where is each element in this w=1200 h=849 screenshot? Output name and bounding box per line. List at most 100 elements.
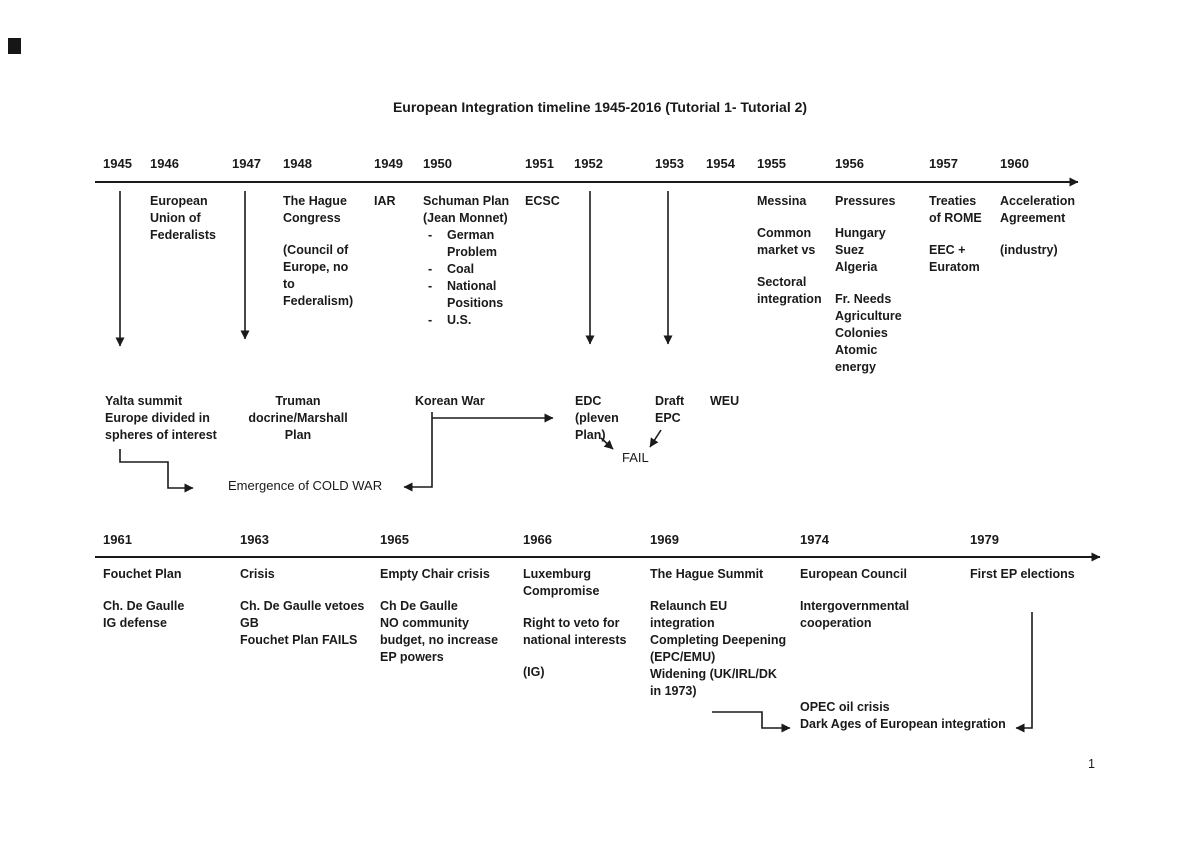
- event-fouchet-plan: Fouchet Plan Ch. De Gaulle IG defense: [103, 566, 184, 632]
- text-line: Draft: [655, 394, 685, 408]
- note-truman-marshall: Truman docrine/Marshall Plan: [246, 393, 350, 444]
- arrow-1969-to-darkages: [712, 711, 791, 733]
- note-emergence-cold-war: Emergence of COLD WAR: [228, 478, 383, 493]
- text-line: (Jean Monnet): [423, 211, 508, 225]
- event-european-council: European Council Intergovernmental coopera…: [800, 566, 909, 632]
- text-line: market vs: [757, 243, 816, 257]
- text-line: Pressures: [835, 194, 896, 208]
- text-line: Compromise: [523, 584, 600, 598]
- text-line: Ch. De Gaulle: [103, 599, 185, 613]
- tl1-year-1951: 1951: [525, 156, 554, 171]
- text-line: Common: [757, 226, 812, 240]
- tl1-year-1950: 1950: [423, 156, 452, 171]
- text-line: Agriculture: [835, 309, 902, 323]
- text-line: Plan): [575, 428, 606, 442]
- text-line: Union of: [150, 211, 201, 225]
- text-line: GB: [240, 616, 259, 630]
- text-line: Schuman Plan: [423, 194, 510, 208]
- note-edc-pleven-plan: EDC (pleven Plan): [575, 393, 619, 444]
- text-line: spheres of interest: [105, 428, 217, 442]
- tl1-year-1955: 1955: [757, 156, 786, 171]
- text-line: Intergovernmental: [800, 599, 910, 613]
- text-line: Dark Ages of European integration: [800, 717, 1006, 731]
- text-line: Messina: [757, 194, 807, 208]
- text-line: IAR: [374, 194, 396, 208]
- arrow-1979-to-darkages: [1015, 612, 1033, 733]
- list-dash: -: [428, 228, 433, 242]
- text-line: European: [150, 194, 208, 208]
- tl2-year-1966: 1966: [523, 532, 552, 547]
- text-line: EDC: [575, 394, 602, 408]
- arrow-epc-to-fail: [649, 429, 662, 448]
- text-line: Congress: [283, 211, 341, 225]
- note-yalta-summit: Yalta summit Europe divided in spheres of …: [105, 393, 217, 444]
- stray-mark: [8, 38, 21, 54]
- text-line: docrine/Marshall: [248, 411, 348, 425]
- text-line: Atomic: [835, 343, 878, 357]
- text-line: - National: [428, 279, 497, 293]
- event-hague-summit: The Hague Summit Relaunch EU integration Co…: [650, 566, 786, 700]
- text-line: (IG): [523, 665, 545, 679]
- note-weu: WEU: [710, 393, 739, 410]
- page-number: 1: [1088, 757, 1095, 771]
- text-line: Treaties: [929, 194, 977, 208]
- event-iar: IAR: [374, 193, 396, 210]
- text-line: of ROME: [929, 211, 982, 225]
- tl1-year-1960: 1960: [1000, 156, 1029, 171]
- text-line: (pleven: [575, 411, 619, 425]
- text-line: Europe, no: [283, 260, 349, 274]
- text-line: (industry): [1000, 243, 1058, 257]
- tl1-year-1952: 1952: [574, 156, 603, 171]
- text-line: Federalists: [150, 228, 217, 242]
- text-line: cooperation: [800, 616, 872, 630]
- tl1-year-1956: 1956: [835, 156, 864, 171]
- text-line: integration: [650, 616, 715, 630]
- text-line: Europe divided in: [105, 411, 210, 425]
- text-line: Luxemburg: [523, 567, 592, 581]
- tl1-year-1954: 1954: [706, 156, 735, 171]
- text-line: Empty Chair crisis: [380, 567, 490, 581]
- tl2-year-1969: 1969: [650, 532, 679, 547]
- text-line: Plan: [284, 428, 312, 442]
- list-dash: -: [428, 313, 433, 327]
- event-european-union-of-federalists: European Union of Federalists: [150, 193, 216, 244]
- text-line: in 1973): [650, 684, 697, 698]
- tl2-year-1979: 1979: [970, 532, 999, 547]
- text-line: Algeria: [835, 260, 878, 274]
- text-line: European Council: [800, 567, 907, 581]
- text-line: ECSC: [525, 194, 560, 208]
- text-line: The Hague Summit: [650, 567, 764, 581]
- note-fail: FAIL: [622, 450, 649, 465]
- event-messina: Messina Common market vs Sectoral integratio…: [757, 193, 822, 308]
- text-line: Crisis: [240, 567, 275, 581]
- text-line: EEC +: [929, 243, 966, 257]
- text-line: (EPC/EMU): [650, 650, 716, 664]
- text-line: - Coal: [428, 262, 475, 276]
- event-schuman-plan: Schuman Plan (Jean Monnet) - German Problem -…: [423, 193, 509, 329]
- tl1-year-1948: 1948: [283, 156, 312, 171]
- event-treaties-of-rome: Treaties of ROME EEC + Euratom: [929, 193, 982, 276]
- text-line: Colonies: [835, 326, 888, 340]
- text-line: (Council of: [283, 243, 349, 257]
- text-line: The Hague: [283, 194, 347, 208]
- note-draft-epc: Draft EPC: [655, 393, 684, 427]
- note-opec-dark-ages: OPEC oil crisis Dark Ages of European int…: [800, 699, 1006, 733]
- text-line: Truman: [275, 394, 321, 408]
- tl2-year-1965: 1965: [380, 532, 409, 547]
- text-line: IG defense: [103, 616, 167, 630]
- text-line: Hungary: [835, 226, 886, 240]
- text-line: - U.S.: [428, 313, 472, 327]
- event-pressures: Pressures Hungary Suez Algeria Fr. Needs Agri…: [835, 193, 902, 376]
- tl2-year-1961: 1961: [103, 532, 132, 547]
- event-empty-chair-crisis: Empty Chair crisis Ch De Gaulle NO communi…: [380, 566, 498, 666]
- event-ecsc: ECSC: [525, 193, 560, 210]
- text-line: Ch. De Gaulle vetoes: [240, 599, 365, 613]
- text-line: Completing Deepening: [650, 633, 787, 647]
- text-line: Federalism): [283, 294, 354, 308]
- note-korean-war: Korean War: [415, 393, 485, 410]
- event-hague-congress: The Hague Congress (Council of Europe, no to…: [283, 193, 353, 310]
- text-line: national interests: [523, 633, 627, 647]
- tl1-year-1945: 1945: [103, 156, 132, 171]
- text-line: Agreement: [1000, 211, 1066, 225]
